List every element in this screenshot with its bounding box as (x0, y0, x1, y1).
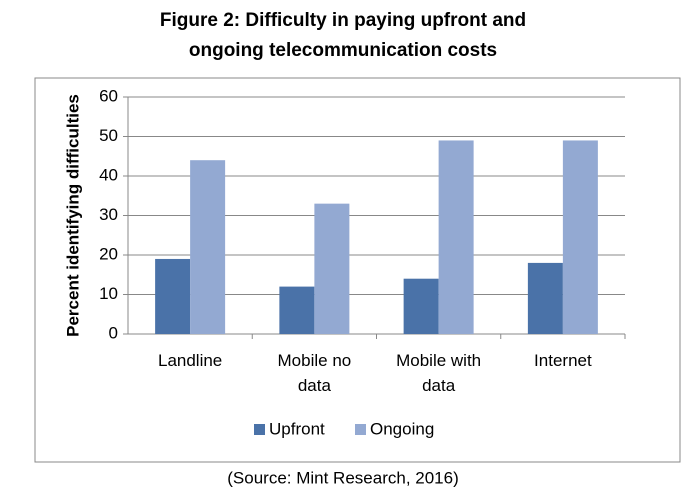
y-tick-label: 40 (99, 165, 118, 184)
bar (279, 286, 315, 334)
chart-frame (34, 77, 681, 463)
y-tick-label: 60 (99, 86, 118, 105)
bar (155, 258, 191, 334)
bar (314, 203, 350, 334)
bar (403, 278, 439, 334)
bar (438, 140, 474, 334)
chart-title: Figure 2: Difficulty in paying upfront a… (159, 10, 527, 61)
source: (Source: Mint Research, 2016) (227, 468, 459, 487)
y-tick-label: 50 (99, 126, 118, 145)
y-tick-label: 10 (99, 284, 118, 303)
bar (527, 262, 563, 334)
y-tick-label: 20 (99, 244, 118, 263)
x-tick-label: Mobile no data (277, 351, 352, 395)
legend-label: Upfront (269, 419, 325, 438)
bar (190, 160, 226, 334)
x-tick-label: Mobile with data (396, 351, 482, 395)
bar (562, 140, 598, 334)
y-tick-label: 0 (109, 323, 118, 342)
y-tick-label: 30 (99, 205, 118, 224)
legend-swatch (355, 424, 366, 435)
legend-label: Ongoing (370, 419, 434, 438)
legend-swatch (254, 424, 265, 435)
y-axis-label: Percent identifying difficulties (63, 94, 82, 337)
x-tick-label: Landline (157, 351, 223, 370)
x-tick-label: Internet (534, 351, 592, 370)
